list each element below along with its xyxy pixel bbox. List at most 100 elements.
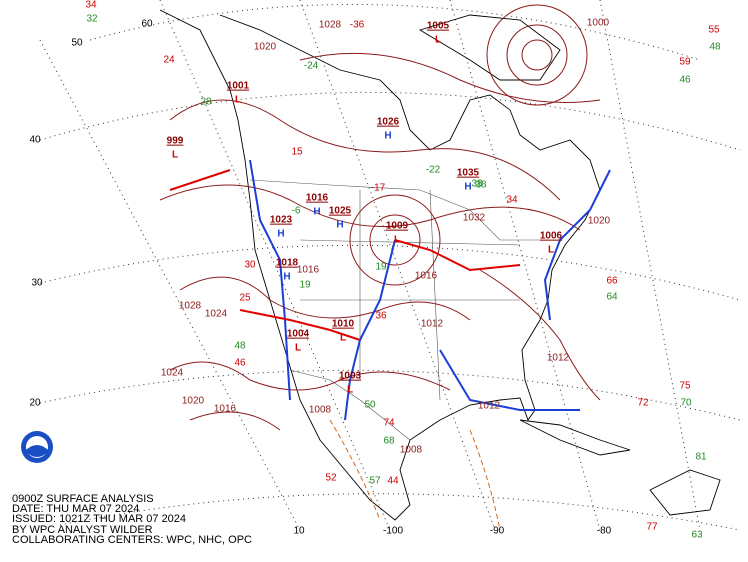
borders xyxy=(249,179,540,441)
isobar-label: 1024 xyxy=(161,368,184,379)
isobars xyxy=(159,4,601,431)
pressure-value: 1025 xyxy=(329,206,352,217)
pressure-value: 1004 xyxy=(287,329,310,340)
pressure-symbol: L xyxy=(235,95,241,106)
isobar-label: 1024 xyxy=(205,309,228,320)
station-value: 68 xyxy=(383,436,395,447)
isobar-label: 1008 xyxy=(400,445,423,456)
station-value: 30 xyxy=(244,260,256,271)
station-value: 70 xyxy=(680,398,692,409)
station-value: -36 xyxy=(350,20,365,31)
pressure-value: 1006 xyxy=(540,231,563,242)
coastline xyxy=(159,9,721,521)
station-value: 64 xyxy=(606,292,618,303)
latitude-label: 60 xyxy=(141,19,153,30)
station-value: 59 xyxy=(679,57,691,68)
isobar-label: 1016 xyxy=(415,271,438,282)
pressure-symbol: H xyxy=(313,207,320,218)
isobar-label: 1016 xyxy=(297,265,320,276)
pressure-value: 1018 xyxy=(276,258,299,269)
station-value: 48 xyxy=(709,42,721,53)
station-value: 48 xyxy=(234,341,246,352)
isobar-label: 1012 xyxy=(478,401,501,412)
station-value: 50 xyxy=(364,400,376,411)
pressure-symbol: L xyxy=(394,235,400,246)
station-value: 81 xyxy=(695,452,707,463)
station-value: 66 xyxy=(606,276,618,287)
isobar-label: 1012 xyxy=(547,353,570,364)
caption-line: COLLABORATING CENTERS: WPC, NHC, OPC xyxy=(12,534,252,546)
station-value: 34 xyxy=(506,195,518,206)
station-value: 44 xyxy=(387,476,399,487)
station-value: 46 xyxy=(679,75,691,86)
pressure-symbol: H xyxy=(277,229,284,240)
isobar-label: 1028 xyxy=(179,301,202,312)
station-value: -22 xyxy=(426,165,441,176)
fronts xyxy=(169,159,611,531)
longitude-label: -100 xyxy=(383,526,403,537)
isobar-label: 1008 xyxy=(309,405,332,416)
noaa-logo xyxy=(21,431,53,463)
longitude-label: -90 xyxy=(490,526,505,537)
station-value: 57 xyxy=(369,476,381,487)
caption-line: ISSUED: 1021Z THU MAR 07 2024 xyxy=(12,513,186,525)
station-value: 55 xyxy=(708,25,720,36)
station-value: 34 xyxy=(85,0,97,11)
pressure-symbol: H xyxy=(384,131,391,142)
latitude-label: 40 xyxy=(29,135,41,146)
pressure-value: 1023 xyxy=(270,215,293,226)
station-value: -6 xyxy=(292,206,301,217)
latitude-label: 20 xyxy=(29,398,41,409)
station-value: 36 xyxy=(375,311,387,322)
station-value: 63 xyxy=(691,530,703,541)
station-value: 15 xyxy=(291,147,303,158)
pressure-value: 1016 xyxy=(306,193,329,204)
pressure-value: 1001 xyxy=(227,81,250,92)
station-value: 52 xyxy=(325,473,337,484)
pressure-value: 1009 xyxy=(386,221,409,232)
station-value: 19 xyxy=(299,280,311,291)
station-value: 72 xyxy=(637,398,649,409)
station-value: 38 xyxy=(471,179,483,190)
isobar-label: 1016 xyxy=(214,404,237,415)
pressure-value: 1026 xyxy=(377,117,400,128)
station-value: 28 xyxy=(200,97,212,108)
pressure-value: 1005 xyxy=(427,21,450,32)
isobar-label: 1028 xyxy=(319,20,342,31)
pressure-symbol: L xyxy=(548,245,554,256)
station-value: 46 xyxy=(234,358,246,369)
longitude-label: -80 xyxy=(597,526,612,537)
latitude-label: 30 xyxy=(31,278,43,289)
caption-line: 0900Z SURFACE ANALYSIS xyxy=(12,493,154,505)
station-value: 74 xyxy=(383,418,395,429)
station-value: 32 xyxy=(86,14,98,25)
graticule xyxy=(39,0,741,531)
pressure-value: 1003 xyxy=(339,371,362,382)
station-value: 75 xyxy=(679,381,691,392)
isobar-label: 1020 xyxy=(588,216,611,227)
isobar-label: 1000 xyxy=(587,18,610,29)
station-value: 25 xyxy=(239,293,251,304)
caption-line: DATE: THU MAR 07 2024 xyxy=(12,503,139,515)
station-value: 77 xyxy=(646,522,658,533)
station-value: -24 xyxy=(304,61,319,72)
station-value: -17 xyxy=(371,183,386,194)
pressure-symbol: L xyxy=(435,35,441,46)
isobar-label: 1032 xyxy=(463,213,486,224)
latitude-label: 50 xyxy=(71,38,83,49)
pressure-symbol: L xyxy=(295,343,301,354)
pressure-symbol: H xyxy=(464,182,471,193)
caption-line: BY WPC ANALYST WILDER xyxy=(12,524,153,536)
isobar-label: 1012 xyxy=(421,319,444,330)
station-value: 19 xyxy=(375,262,387,273)
isobar-label: 1020 xyxy=(254,42,277,53)
pressure-value: 999 xyxy=(167,136,184,147)
pressure-value: 1035 xyxy=(457,168,480,179)
pressure-symbol: L xyxy=(347,385,353,396)
station-value: 24 xyxy=(163,55,175,66)
caption: 0900Z SURFACE ANALYSIS DATE: THU MAR 07 … xyxy=(12,493,252,546)
latitude-label: 10 xyxy=(293,526,305,537)
pressure-symbol: H xyxy=(283,272,290,283)
pressure-symbol: H xyxy=(336,220,343,231)
